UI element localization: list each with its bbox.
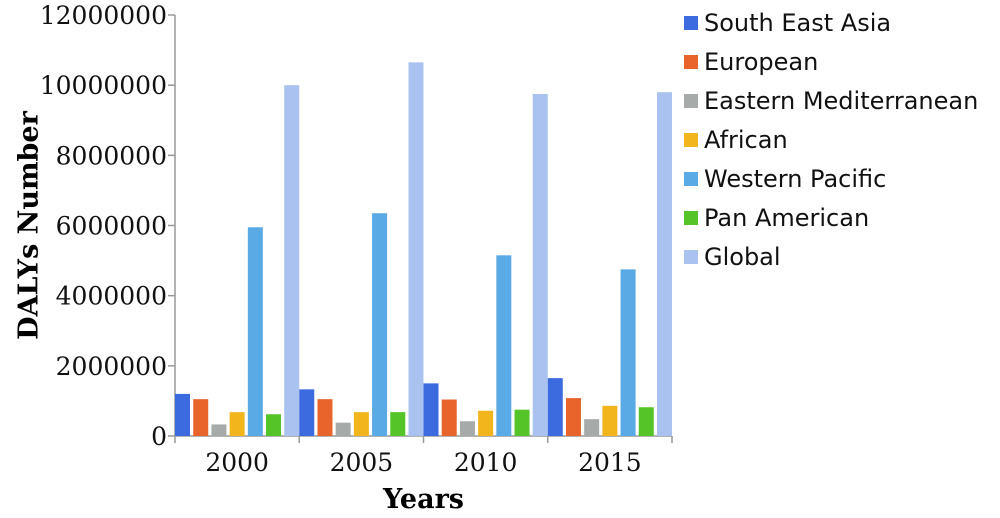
x-tick-label-2015: 2015	[578, 448, 642, 477]
bar-global-2000	[284, 85, 300, 437]
bar-eastern-mediterranean-2015	[584, 419, 600, 436]
legend-label-pan-american: Pan American	[704, 204, 869, 232]
bar-european-2015	[565, 398, 581, 436]
legend-swatch-south-east-asia	[684, 16, 698, 30]
x-tick-label-2000: 2000	[205, 448, 269, 477]
y-axis-title: DALYs Number	[13, 110, 44, 339]
bar-western-pacific-2010	[496, 255, 512, 436]
bar-european-2005	[317, 399, 333, 436]
y-tick-label-5: 10000000	[40, 71, 167, 100]
x-axis-title: Years	[382, 484, 464, 515]
bar-global-2005	[408, 62, 424, 437]
legend-swatch-european	[684, 55, 698, 69]
bars-group	[175, 62, 672, 437]
bar-pan-american-2015	[638, 407, 654, 436]
bar-pan-american-2005	[390, 412, 406, 436]
bar-western-pacific-2000	[247, 227, 263, 436]
legend-swatch-pan-american	[684, 211, 698, 225]
bar-eastern-mediterranean-2000	[211, 424, 227, 436]
y-tick-label-0: 0	[151, 422, 167, 451]
legend-swatch-global	[684, 250, 698, 264]
legend-label-european: European	[704, 48, 818, 76]
bar-global-2015	[656, 92, 672, 436]
bar-pan-american-2000	[266, 414, 282, 436]
bar-eastern-mediterranean-2010	[459, 421, 475, 436]
bar-pan-american-2010	[514, 409, 530, 436]
bar-african-2000	[229, 412, 245, 436]
bar-african-2005	[353, 412, 369, 436]
bar-south-east-asia-2015	[547, 378, 563, 436]
y-tick-label-6: 12000000	[40, 1, 167, 30]
bar-eastern-mediterranean-2005	[335, 422, 351, 436]
y-tick-label-4: 8000000	[56, 141, 167, 170]
y-tick-label-3: 6000000	[56, 212, 167, 241]
bar-south-east-asia-2010	[423, 383, 439, 436]
legend-label-global: Global	[704, 243, 781, 271]
x-axis-ticks	[174, 436, 673, 443]
bar-african-2015	[602, 405, 618, 436]
bar-western-pacific-2005	[372, 213, 388, 436]
legend-swatch-eastern-mediterranean	[684, 94, 698, 108]
legend: South East Asia European Eastern Mediterra…	[684, 9, 978, 271]
bar-western-pacific-2015	[620, 269, 636, 436]
legend-swatch-african	[684, 133, 698, 147]
bar-european-2000	[193, 399, 209, 436]
y-tick-label-1: 2000000	[56, 352, 167, 381]
legend-label-eastern-mediterranean: Eastern Mediterranean	[704, 87, 978, 115]
legend-label-western-pacific: Western Pacific	[704, 165, 886, 193]
bar-global-2010	[532, 93, 548, 436]
x-tick-label-2010: 2010	[454, 448, 518, 477]
legend-label-south-east-asia: South East Asia	[704, 9, 891, 37]
x-axis-tick-labels: 2000 2005 2010 2015	[205, 448, 641, 477]
y-tick-label-2: 4000000	[56, 282, 167, 311]
legend-label-african: African	[704, 126, 788, 154]
bar-european-2010	[441, 399, 457, 436]
x-tick-label-2005: 2005	[330, 448, 394, 477]
y-axis-tick-labels: 0 2000000 4000000 6000000 8000000 10000000 120…	[40, 1, 167, 451]
legend-swatch-western-pacific	[684, 172, 698, 186]
bar-african-2010	[478, 410, 494, 436]
y-axis-ticks	[168, 14, 175, 437]
bar-south-east-asia-2000	[175, 393, 191, 436]
bar-south-east-asia-2005	[299, 389, 315, 436]
